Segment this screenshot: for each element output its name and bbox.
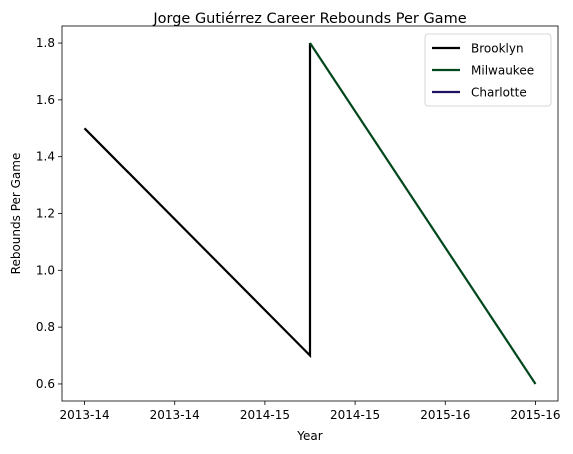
legend-label-brooklyn: Brooklyn bbox=[471, 42, 524, 56]
y-tick-label: 0.8 bbox=[36, 320, 55, 334]
legend: Brooklyn Milwaukee Charlotte bbox=[424, 33, 552, 107]
y-tick-label: 0.6 bbox=[36, 377, 55, 391]
y-tick-label: 1.4 bbox=[36, 150, 55, 164]
legend-label-milwaukee: Milwaukee bbox=[471, 64, 534, 78]
x-tick-label: 2014-15 bbox=[240, 408, 290, 422]
x-axis-label: Year bbox=[296, 429, 322, 443]
x-tick-label: 2013-14 bbox=[150, 408, 200, 422]
y-tick-label: 1.2 bbox=[36, 207, 55, 221]
x-tick-label: 2015-16 bbox=[420, 408, 470, 422]
series-layer bbox=[83, 42, 537, 385]
x-tick-label: 2013-14 bbox=[59, 408, 109, 422]
legend-items: Brooklyn Milwaukee Charlotte bbox=[432, 42, 534, 100]
legend-label-charlotte: Charlotte bbox=[471, 86, 527, 100]
series-line-milwaukee bbox=[309, 42, 537, 385]
y-tick-label: 1.0 bbox=[36, 263, 55, 277]
series-line-brooklyn bbox=[83, 43, 312, 359]
x-tick-label: 2014-15 bbox=[330, 408, 380, 422]
y-axis: 0.6 0.8 1.0 1.2 1.4 1.6 1.8 bbox=[36, 36, 62, 391]
y-tick-label: 1.8 bbox=[36, 36, 55, 50]
chart-title: Jorge Gutiérrez Career Rebounds Per Game bbox=[152, 11, 466, 27]
y-tick-label: 1.6 bbox=[36, 93, 55, 107]
x-tick-label: 2015-16 bbox=[510, 408, 560, 422]
legend-box bbox=[424, 33, 552, 107]
y-axis-label: Rebounds Per Game bbox=[9, 153, 23, 275]
x-axis: 2013-14 2013-14 2014-15 2014-15 2015-16 2015-… bbox=[59, 401, 561, 422]
